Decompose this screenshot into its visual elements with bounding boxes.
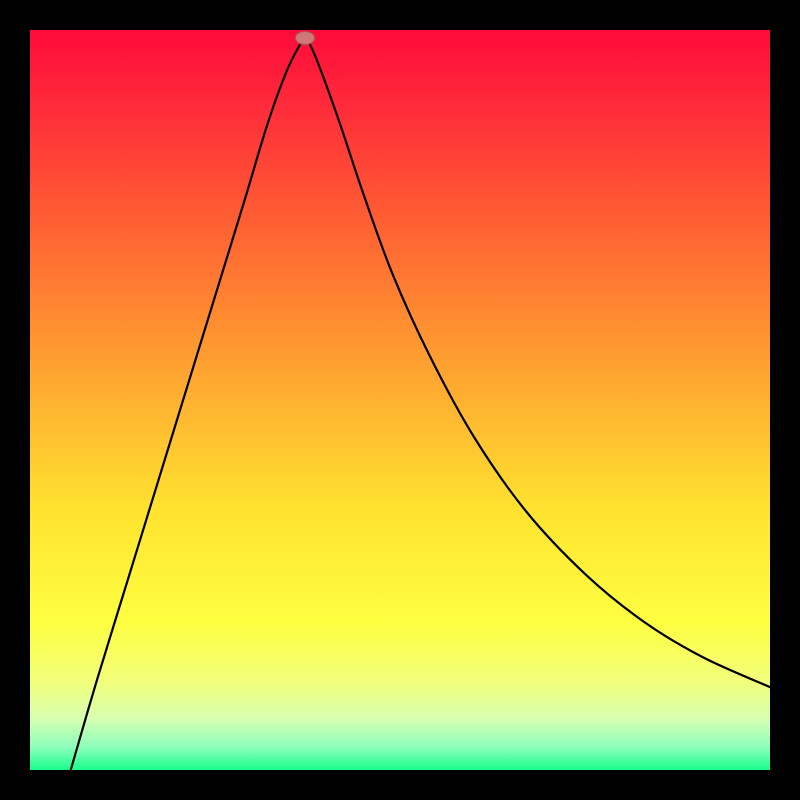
minimum-marker xyxy=(295,31,315,45)
bottleneck-curve xyxy=(71,39,770,770)
chart-container: TheBottleneck.com xyxy=(0,0,800,800)
plot-area xyxy=(30,30,770,770)
curve-overlay xyxy=(30,30,770,770)
watermark-text: TheBottleneck.com xyxy=(600,2,792,28)
